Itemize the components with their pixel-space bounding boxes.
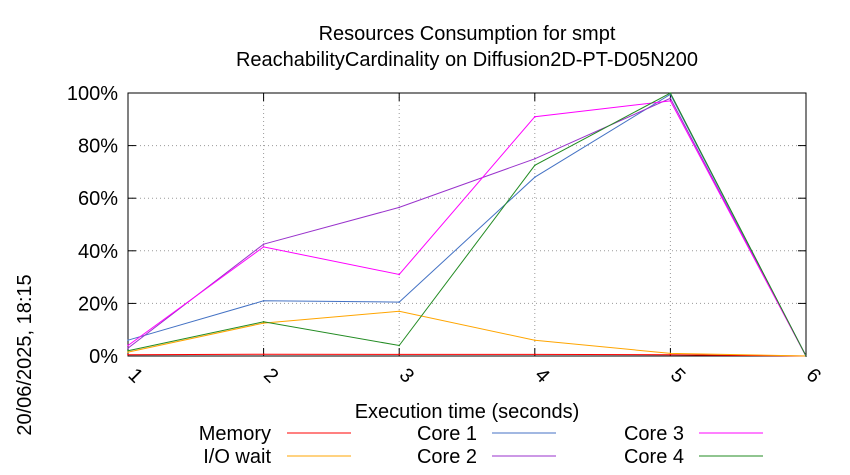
data-point: [127, 347, 129, 349]
data-point: [805, 355, 807, 357]
plot-border: [127, 92, 807, 357]
data-point: [398, 301, 401, 303]
y-tick-label: 100%: [67, 83, 118, 105]
series-lines: [127, 92, 807, 357]
data-point: [669, 353, 672, 356]
legend-label: Memory: [199, 423, 271, 445]
data-point: [127, 344, 129, 347]
series-line-core-3: [127, 100, 807, 357]
data-point: [398, 353, 401, 356]
y-tick-label: 40%: [78, 241, 118, 263]
data-point: [534, 157, 536, 160]
x-tick-label: 5: [666, 364, 689, 387]
data-point: [262, 243, 265, 246]
data-point: [127, 339, 129, 342]
y-tick-label: 0%: [89, 346, 118, 368]
legend-label: Core 1: [417, 423, 477, 445]
legend-label: Core 4: [624, 446, 684, 468]
data-point: [262, 322, 265, 324]
data-point: [398, 273, 401, 276]
data-point: [669, 352, 672, 355]
tick-labels: 0% 20% 40% 60% 80% 100% 1 2 3 4 5 6: [67, 83, 825, 387]
data-point: [534, 115, 536, 118]
x-tick-label: 3: [395, 364, 418, 387]
data-point: [534, 176, 536, 178]
series-line-memory: [127, 353, 807, 357]
series-line-core-1: [127, 93, 807, 357]
data-point: [127, 349, 129, 352]
axes: [127, 92, 807, 357]
timestamp-label: 20/06/2025, 18:15: [14, 274, 36, 435]
data-point: [127, 351, 129, 353]
data-point: [534, 164, 536, 167]
data-point: [127, 353, 129, 356]
grid: [128, 93, 806, 356]
data-point: [534, 339, 536, 342]
data-point: [398, 310, 401, 313]
data-point: [534, 353, 536, 356]
y-tick-label: 20%: [78, 293, 118, 315]
series-line-core-4: [127, 92, 807, 357]
x-tick-label: 1: [124, 364, 147, 387]
chart-title-line-2: ReachabilityCardinality on Diffusion2D-P…: [236, 49, 698, 71]
series-line-i-o-wait: [127, 310, 807, 357]
x-tick-label: 2: [259, 364, 282, 387]
data-point: [669, 97, 672, 100]
data-point: [262, 246, 265, 248]
x-tick-label: 6: [802, 364, 825, 387]
legend-label: Core 2: [417, 446, 477, 468]
chart-title-line-1: Resources Consumption for smpt: [319, 23, 616, 45]
data-point: [262, 299, 265, 302]
data-point: [669, 92, 672, 94]
legend-label: Core 3: [624, 423, 684, 445]
data-point: [398, 344, 401, 347]
y-tick-label: 80%: [78, 136, 118, 158]
data-point: [262, 321, 265, 323]
data-point: [669, 100, 672, 102]
data-point: [398, 206, 401, 209]
legend-label: I/O wait: [203, 446, 271, 468]
y-tick-label: 60%: [78, 188, 118, 210]
x-axis-label: Execution time (seconds): [355, 401, 580, 423]
data-point: [262, 353, 265, 355]
series-line-core-2: [127, 97, 807, 357]
x-tick-label: 4: [530, 364, 553, 387]
